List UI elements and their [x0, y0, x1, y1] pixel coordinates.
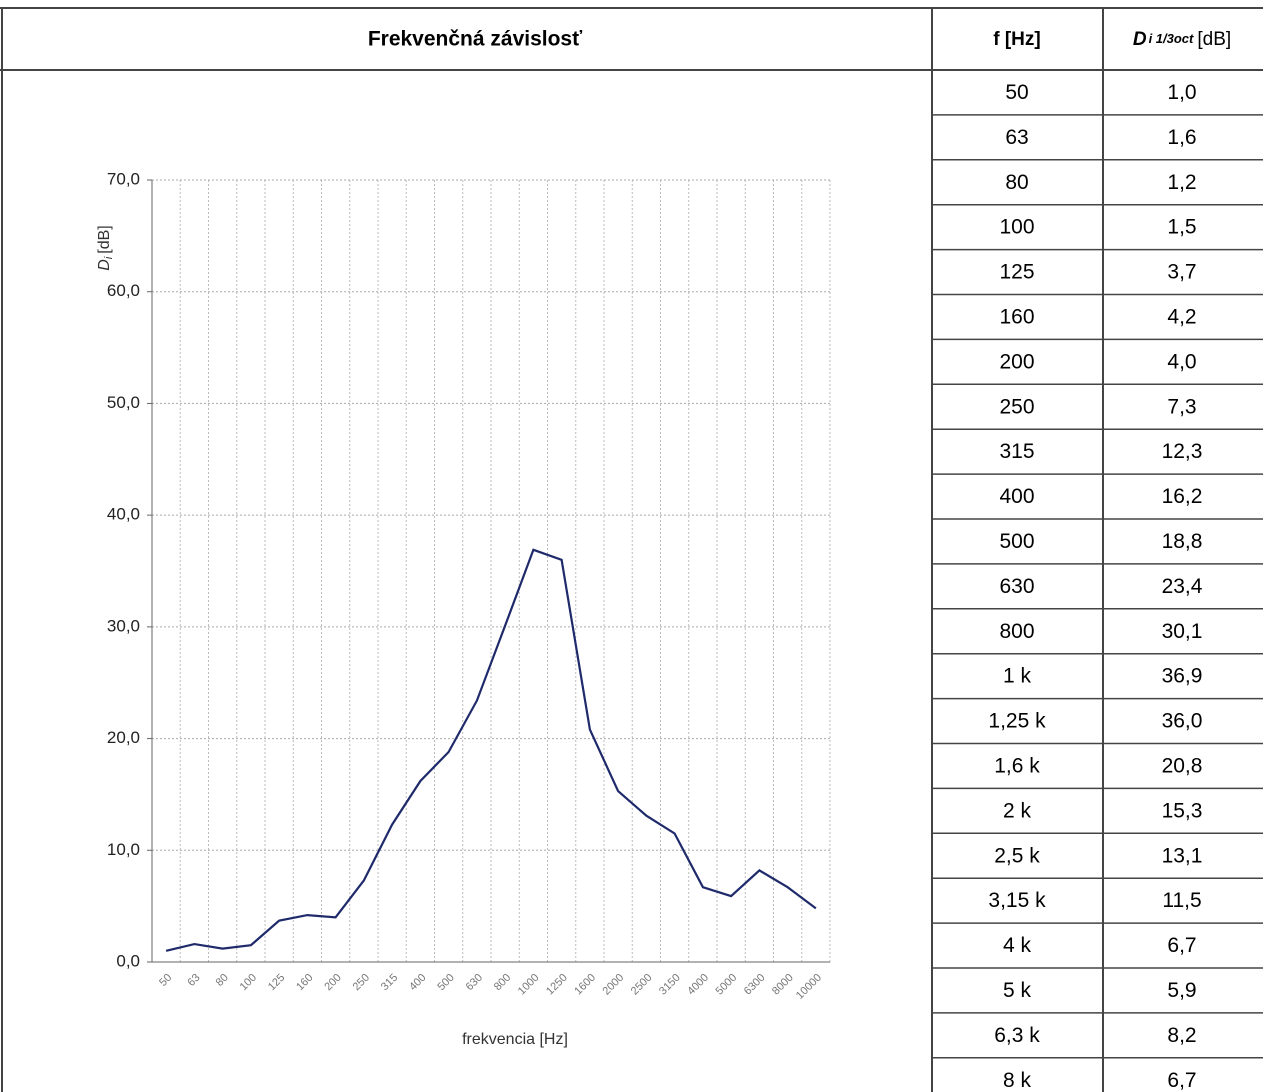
table-cell: 6,7 — [1167, 934, 1196, 957]
x-axis-label: frekvencia [Hz] — [462, 1031, 568, 1048]
table-cell: 400 — [999, 485, 1034, 508]
table-cell: 6,7 — [1167, 1069, 1196, 1092]
y-tick-label: 0,0 — [116, 951, 140, 970]
table-cell: 30,1 — [1162, 620, 1203, 643]
table-cell: 80 — [1005, 171, 1028, 194]
table-cell: 1,25 k — [988, 710, 1046, 733]
symbol: D — [96, 259, 113, 271]
table-cell: 1,2 — [1167, 171, 1196, 194]
table-cell: 125 — [999, 261, 1034, 284]
y-tick-label: 50,0 — [107, 393, 140, 412]
table-cell: 3,7 — [1167, 261, 1196, 284]
table-cell: 12,3 — [1162, 440, 1203, 463]
table-cell: 11,5 — [1162, 889, 1201, 912]
subscript: i — [103, 256, 115, 259]
table-cell: 200 — [999, 350, 1034, 373]
table-cell: 3,15 k — [988, 889, 1046, 912]
table-cell: 2,5 k — [994, 844, 1040, 867]
table-cell: 315 — [999, 440, 1034, 463]
table-cell: 36,9 — [1162, 665, 1203, 688]
table-cell: 63 — [1005, 126, 1028, 149]
table-cell: 1 k — [1003, 665, 1032, 688]
y-axis-label: Di [dB] — [96, 225, 115, 270]
table-cell: 50 — [1005, 81, 1028, 104]
table-cell: 1,5 — [1167, 216, 1196, 239]
table-cell: 23,4 — [1162, 575, 1203, 598]
table-cell: 2 k — [1003, 799, 1032, 822]
table-cell: 4,2 — [1167, 305, 1196, 328]
table-cell: 250 — [999, 395, 1034, 418]
table-cell: 500 — [999, 530, 1034, 553]
table-cell: 13,1 — [1162, 844, 1203, 867]
table-cell: 16,2 — [1162, 485, 1203, 508]
unit: [dB] — [1197, 29, 1231, 50]
table-cell: 7,3 — [1167, 395, 1196, 418]
table-cell: 160 — [999, 305, 1034, 328]
table-cell: 20,8 — [1162, 754, 1203, 777]
symbol: D — [1133, 29, 1147, 50]
y-tick-label: 40,0 — [107, 505, 140, 524]
y-tick-label: 20,0 — [107, 728, 140, 747]
table-cell: 4 k — [1003, 934, 1032, 957]
title: Frekvenčná závislosť — [368, 28, 583, 51]
y-tick-label: 60,0 — [107, 281, 140, 300]
table-cell: 1,6 k — [994, 754, 1040, 777]
y-tick-label: 30,0 — [107, 616, 140, 635]
unit: [dB] — [96, 225, 113, 253]
table-cell: 8 k — [1003, 1069, 1032, 1092]
y-tick-label: 70,0 — [107, 169, 140, 188]
table-cell: 1,0 — [1167, 81, 1196, 104]
y-tick-label: 10,0 — [107, 840, 140, 859]
table-cell: 1,6 — [1167, 126, 1196, 149]
table-cell: 6,3 k — [994, 1024, 1040, 1047]
table-cell: 4,0 — [1167, 350, 1196, 373]
column-header: f [Hz] — [993, 29, 1040, 50]
table-cell: 630 — [999, 575, 1034, 598]
table-cell: 8,2 — [1167, 1024, 1196, 1047]
table-cell: 800 — [999, 620, 1034, 643]
table-cell: 36,0 — [1162, 710, 1203, 733]
table-cell: 18,8 — [1162, 530, 1203, 553]
table-cell: 15,3 — [1162, 799, 1203, 822]
table-cell: 100 — [999, 216, 1034, 239]
data-line — [165, 548, 817, 952]
table-cell: 5 k — [1003, 979, 1032, 1002]
table-cell: 5,9 — [1167, 979, 1196, 1002]
subscript: i 1/3oct — [1149, 31, 1194, 46]
